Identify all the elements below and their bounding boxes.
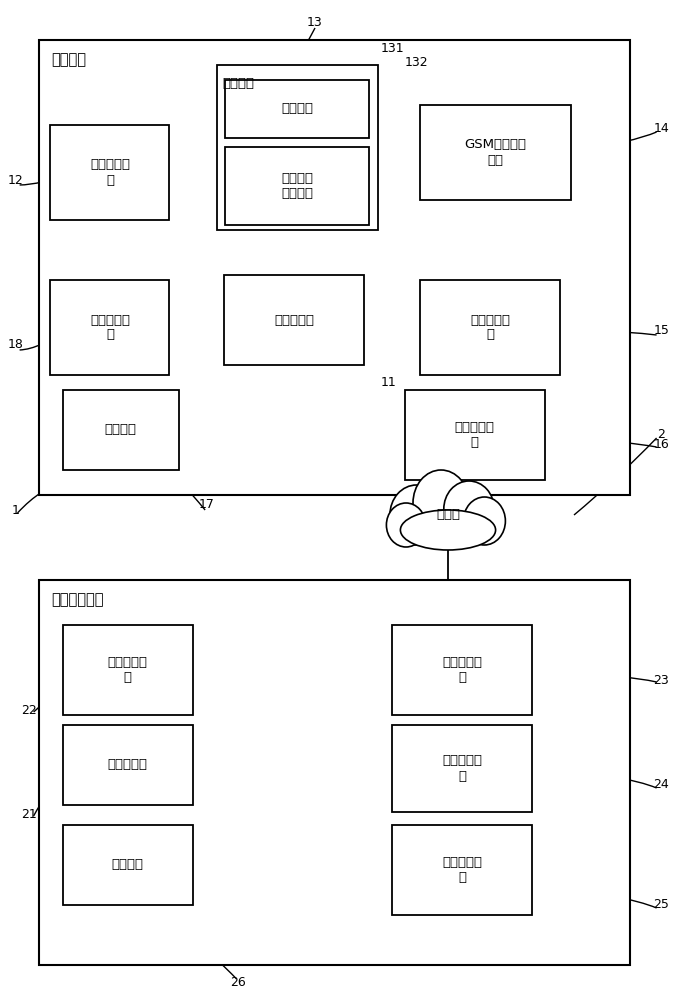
Ellipse shape [390,485,443,545]
Text: 第二处理器: 第二处理器 [108,758,148,772]
FancyBboxPatch shape [224,275,364,365]
Text: 1: 1 [11,504,20,516]
Ellipse shape [400,510,496,550]
FancyBboxPatch shape [392,825,532,915]
FancyBboxPatch shape [63,390,178,470]
FancyBboxPatch shape [420,105,570,200]
Text: 报警模块: 报警模块 [105,423,136,436]
Text: 22: 22 [22,704,37,716]
Text: 北斗模块: 北斗模块 [281,103,313,115]
FancyBboxPatch shape [63,825,193,905]
Text: 第二存储模
块: 第二存储模 块 [442,755,482,782]
Text: 统计模块: 统计模块 [112,858,144,871]
Text: 14: 14 [654,121,669,134]
Text: 网络服务平台: 网络服务平台 [51,592,104,607]
Text: 132: 132 [405,56,428,70]
Text: 23: 23 [654,674,669,686]
Text: 用户管理模
块: 用户管理模 块 [108,656,148,684]
Text: 第一通讯模
块: 第一通讯模 块 [454,421,495,449]
Text: 监测终端: 监测终端 [51,52,86,67]
Text: 25: 25 [654,898,669,912]
Text: 脉率检测模
块: 脉率检测模 块 [90,314,130,342]
FancyBboxPatch shape [420,280,560,375]
Text: 第一存储模
块: 第一存储模 块 [90,158,130,186]
Text: 预警分析模
块: 预警分析模 块 [442,856,482,884]
Text: 12: 12 [8,174,23,186]
FancyBboxPatch shape [38,580,630,965]
FancyBboxPatch shape [392,625,532,715]
Text: 第一处理器: 第一处理器 [274,314,314,326]
Text: 基站辅助
定位模块: 基站辅助 定位模块 [281,172,313,200]
Text: 18: 18 [8,338,23,352]
Ellipse shape [386,503,426,547]
FancyBboxPatch shape [50,125,169,220]
Text: 2: 2 [657,428,666,442]
Text: 第二通讯模
块: 第二通讯模 块 [442,656,482,684]
FancyBboxPatch shape [405,390,545,480]
Text: 13: 13 [307,15,323,28]
Text: 定位模块: 定位模块 [223,77,255,90]
Text: 运动检测模
块: 运动检测模 块 [470,314,510,342]
FancyBboxPatch shape [217,65,378,230]
Ellipse shape [463,497,505,545]
Text: 11: 11 [381,375,396,388]
Text: 21: 21 [22,808,37,822]
Text: 16: 16 [654,438,669,452]
FancyBboxPatch shape [50,280,169,375]
FancyBboxPatch shape [225,80,369,138]
FancyBboxPatch shape [63,625,193,715]
Ellipse shape [413,470,469,536]
Text: 26: 26 [230,976,246,988]
Text: 131: 131 [380,41,404,54]
Text: 15: 15 [654,324,669,336]
FancyBboxPatch shape [38,40,630,495]
FancyBboxPatch shape [225,147,369,225]
Ellipse shape [444,481,494,537]
Text: 24: 24 [654,778,669,792]
Text: GSM语音通话
模块: GSM语音通话 模块 [464,138,526,166]
FancyBboxPatch shape [392,725,532,812]
FancyBboxPatch shape [63,725,193,805]
Text: 互联网: 互联网 [436,508,460,522]
Text: 17: 17 [199,498,214,512]
